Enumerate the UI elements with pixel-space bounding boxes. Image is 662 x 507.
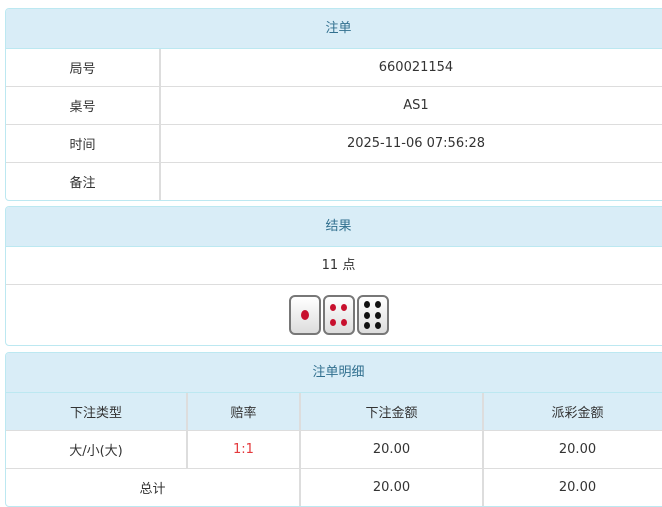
order-table: 局号 660021154 桌号 AS1 时间 2025-11-06 07:56:28 …: [6, 49, 662, 200]
header-bet-amount: 下注金额: [299, 393, 483, 431]
pip: [375, 301, 382, 309]
payout: 20.00: [482, 430, 662, 469]
detail-table: 下注类型 赔率 下注金额 派彩金额 大/小(大) 1:1 20.00 20.00…: [6, 393, 662, 506]
dice-row: [6, 285, 662, 345]
pip: [375, 311, 382, 319]
total-row: 总计 20.00 20.00: [6, 468, 662, 506]
table-row: 备注: [6, 162, 662, 200]
remark-label: 备注: [6, 162, 160, 200]
bet-type: 大/小(大): [6, 430, 187, 469]
die-1-icon: [288, 295, 321, 335]
remark-value: [159, 162, 662, 200]
pip: [375, 321, 382, 329]
time-value: 2025-11-06 07:56:28: [159, 124, 662, 163]
table-row: 大/小(大) 1:1 20.00 20.00: [6, 430, 662, 469]
detail-panel: 注单明细 下注类型 赔率 下注金额 派彩金额 大/小(大) 1:1 20.00 …: [5, 352, 662, 507]
pip: [341, 318, 348, 326]
total-bet: 20.00: [299, 468, 483, 506]
pip: [341, 304, 348, 312]
table-value: AS1: [159, 86, 662, 125]
table-label: 桌号: [6, 86, 160, 125]
round-value: 660021154: [159, 49, 662, 87]
result-panel: 结果 11 点: [5, 206, 662, 346]
header-payout: 派彩金额: [482, 393, 662, 431]
round-label: 局号: [69, 62, 96, 77]
order-title: 注单: [6, 9, 662, 49]
total-label: 总计: [6, 468, 300, 506]
total-payout: 20.00: [482, 468, 662, 506]
table-header-row: 下注类型 赔率 下注金额 派彩金额: [6, 393, 662, 431]
order-panel: 注单 局号 660021154 桌号 AS1 时间 2025-11-06 07:56:…: [5, 8, 662, 201]
die-6-icon: [356, 295, 389, 335]
table-row: 时间 2025-11-06 07:56:28: [6, 124, 662, 163]
header-odds: 赔率: [186, 393, 300, 431]
pip: [300, 310, 309, 320]
bet-amount: 20.00: [299, 430, 483, 469]
pip: [363, 311, 370, 319]
pip: [363, 301, 370, 309]
table-row: 桌号 AS1: [6, 86, 662, 125]
result-title: 结果: [6, 207, 662, 247]
pip: [329, 318, 336, 326]
result-points: 11 点: [6, 247, 662, 285]
pip: [329, 304, 336, 312]
detail-title: 注单明细: [6, 353, 662, 393]
die-4-icon: [322, 295, 355, 335]
time-label: 时间: [6, 124, 160, 163]
header-bet-type: 下注类型: [6, 393, 187, 431]
pip: [363, 321, 370, 329]
odds: 1:1: [186, 430, 300, 469]
table-row: 局号 660021154: [6, 49, 662, 87]
